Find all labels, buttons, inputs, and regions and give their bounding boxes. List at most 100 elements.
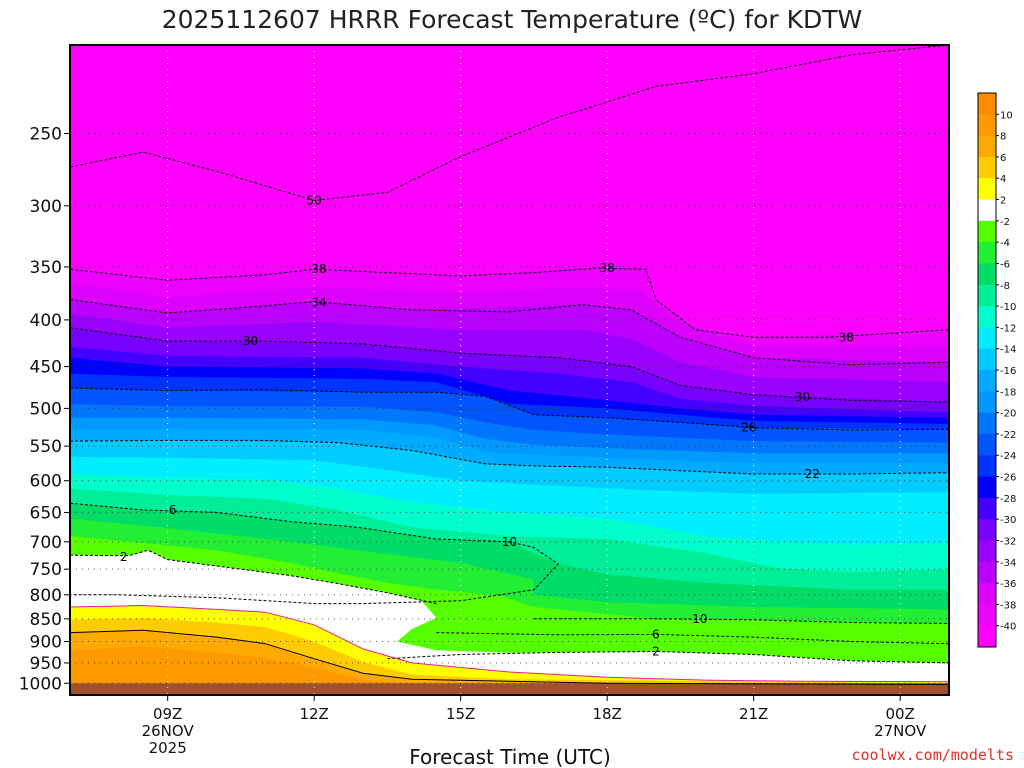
y-tick-label: 800 — [30, 586, 62, 606]
x-date-label: 26NOV — [142, 722, 195, 740]
temperature-band — [70, 646, 949, 695]
isotherm-labels: 50 38 34 30 38 38 30 26 22 6 10 2 10 6 2 — [120, 193, 854, 659]
colorbar-swatch — [978, 199, 996, 222]
isotherm-line — [69, 44, 950, 202]
colorbar: 10 8 6 4 2 -2 -4 -6 -8 -10 -12 -14 -16 -18 -20 -22 -24 -2… — [977, 92, 1016, 648]
isotherm-label: 30 — [795, 390, 810, 404]
grid-lines — [70, 45, 949, 695]
y-tick-label: 350 — [30, 258, 62, 278]
isotherm-label: 50 — [307, 193, 322, 207]
colorbar-label: -12 — [1000, 323, 1016, 334]
colorbar-label: 6 — [1000, 153, 1006, 164]
isotherm-label: 30 — [243, 334, 258, 348]
colorbar-swatch — [978, 242, 996, 264]
x-tick-label: 18Z — [592, 705, 621, 723]
colorbar-label: -30 — [1000, 515, 1016, 526]
colorbar-swatch — [978, 306, 996, 328]
plot-frame — [69, 44, 950, 696]
colorbar-swatch — [978, 540, 996, 563]
colorbar-label: 10 — [1000, 110, 1013, 121]
plot-area: 50 38 34 30 38 38 30 26 22 6 10 2 10 6 2 — [69, 44, 950, 696]
colorbar-swatch — [978, 370, 996, 392]
colorbar-label: 8 — [1000, 132, 1006, 143]
colorbar-swatch — [978, 455, 996, 478]
isotherm-line — [69, 327, 950, 403]
y-tick-label: 850 — [30, 610, 62, 630]
isotherm-line — [436, 632, 950, 645]
isotherm-line — [69, 604, 950, 683]
isotherm-line — [69, 502, 560, 605]
isotherm-line — [69, 439, 950, 475]
isotherm-label: 2 — [120, 550, 128, 564]
isotherm-label: 34 — [311, 296, 326, 310]
y-axis-ticks: 250 300 350 400 450 500 550 600 650 700 750 800 850 9… — [19, 124, 70, 694]
isotherm-label: 10 — [502, 535, 517, 549]
x-date-label: 27NOV — [874, 722, 927, 740]
x-tick-label: 09Z — [153, 705, 182, 723]
isotherm-line — [69, 267, 950, 338]
isotherm-line — [69, 549, 437, 605]
colorbar-swatch — [978, 583, 996, 605]
y-tick-label: 600 — [30, 472, 62, 492]
colorbar-label: -28 — [1000, 494, 1016, 505]
colorbar-swatch — [978, 604, 996, 627]
y-tick-label: 750 — [30, 560, 62, 580]
colorbar-swatch — [978, 476, 996, 499]
colorbar-swatch — [978, 519, 996, 541]
y-tick-label: 700 — [30, 533, 62, 553]
colorbar-swatch — [978, 412, 996, 435]
colorbar-label: -34 — [1000, 558, 1016, 569]
colorbar-swatch — [978, 135, 996, 158]
isotherm-label: 38 — [839, 330, 854, 344]
colorbar-swatch — [978, 93, 996, 115]
x-tick-label: 15Z — [446, 705, 475, 723]
x-tick-label: 12Z — [299, 705, 328, 723]
colorbar-swatch — [978, 114, 996, 137]
colorbar-label: -4 — [1000, 238, 1010, 249]
colorbar-label: 4 — [1000, 174, 1006, 185]
isotherm-label: 10 — [692, 612, 707, 626]
isotherm-line — [69, 629, 950, 685]
isotherm-line — [69, 299, 950, 366]
y-tick-label: 500 — [30, 399, 62, 419]
colorbar-label: -40 — [1000, 622, 1016, 633]
colorbar-label: -2 — [1000, 217, 1010, 228]
x-tick-label: 21Z — [739, 705, 768, 723]
colorbar-swatch — [978, 391, 996, 414]
y-tick-label: 400 — [30, 311, 62, 331]
colorbar-swatch — [978, 348, 996, 371]
x-axis-label: Forecast Time (UTC) — [409, 745, 611, 768]
colorbar-swatch — [978, 327, 996, 350]
temperature-band — [70, 683, 949, 695]
isotherm-label: 6 — [169, 503, 177, 517]
colorbar-swatch — [978, 284, 996, 307]
colorbar-label: -8 — [1000, 281, 1010, 292]
colorbar-swatch — [978, 561, 996, 584]
y-tick-label: 300 — [30, 197, 62, 217]
colorbar-label: -32 — [1000, 536, 1016, 547]
isotherm-line — [69, 387, 950, 431]
isotherm-label: 22 — [805, 467, 820, 481]
y-tick-label: 250 — [30, 124, 62, 144]
colorbar-swatch — [978, 220, 996, 243]
y-tick-label: 650 — [30, 503, 62, 523]
colorbar-label: -24 — [1000, 451, 1016, 462]
colorbar-label: -20 — [1000, 409, 1016, 420]
colorbar-label: -16 — [1000, 366, 1016, 377]
credit-text: coolwx.com/modelts — [851, 746, 1014, 764]
colorbar-label: -38 — [1000, 600, 1016, 611]
y-tick-label: 450 — [30, 358, 62, 378]
y-tick-label: 950 — [30, 654, 62, 674]
isotherm-label: 2 — [652, 645, 660, 659]
x-tick-label: 00Z — [885, 705, 914, 723]
colorbar-swatch — [978, 625, 996, 648]
colorbar-swatch — [978, 433, 996, 456]
colorbar-label: -22 — [1000, 430, 1016, 441]
y-tick-label: 550 — [30, 437, 62, 457]
colorbar-swatch — [978, 263, 996, 286]
colorbar-swatch — [978, 156, 996, 179]
isotherm-label: 26 — [741, 421, 756, 435]
colorbar-label: 2 — [1000, 196, 1006, 207]
